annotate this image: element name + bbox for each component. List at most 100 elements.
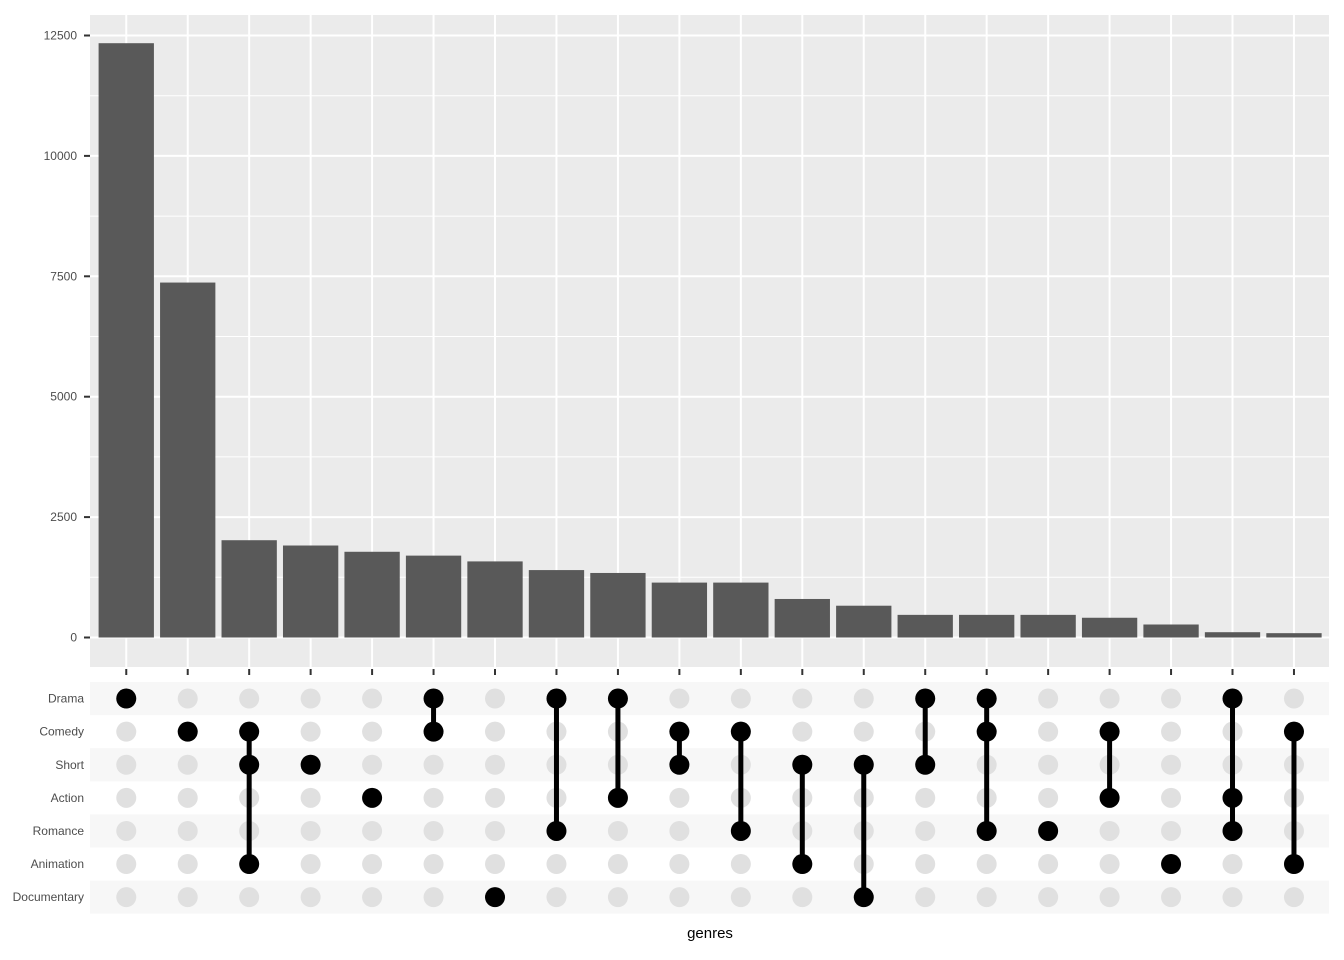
- matrix-dot-inactive: [607, 820, 628, 841]
- intersection-bar: [1266, 633, 1322, 638]
- matrix-dot-inactive: [1161, 754, 1182, 775]
- matrix-dot-inactive: [1099, 688, 1120, 709]
- matrix-dot-active: [1099, 721, 1120, 742]
- matrix-dot-inactive: [546, 854, 567, 875]
- matrix-row-stripe: [90, 682, 1329, 716]
- matrix-dot-active: [1099, 787, 1120, 808]
- x-axis-title: genres: [687, 925, 733, 942]
- matrix-dot-inactive: [362, 820, 383, 841]
- matrix-dot-inactive: [177, 820, 198, 841]
- set-label: Documentary: [13, 890, 84, 904]
- y-tick-label: 0: [70, 631, 77, 645]
- matrix-dot-inactive: [362, 854, 383, 875]
- matrix-dot-inactive: [116, 787, 137, 808]
- matrix-dot-active: [362, 787, 383, 808]
- intersection-bar: [774, 598, 830, 638]
- matrix-dot-active: [239, 721, 260, 742]
- intersection-bar: [405, 555, 462, 638]
- matrix-dot-inactive: [362, 754, 383, 775]
- matrix-dot-inactive: [1038, 854, 1059, 875]
- matrix-dot-inactive: [423, 854, 444, 875]
- intersection-bar: [467, 561, 523, 638]
- matrix-dot-active: [1222, 820, 1243, 841]
- matrix-dot-inactive: [1161, 688, 1182, 709]
- matrix-dot-inactive: [792, 688, 813, 709]
- set-label: Romance: [33, 824, 85, 838]
- matrix-dot-active: [730, 820, 751, 841]
- intersection-bar: [1143, 624, 1199, 638]
- intersection-bar: [1081, 617, 1138, 638]
- matrix-dot-inactive: [1222, 854, 1243, 875]
- matrix-dot-inactive: [1099, 820, 1120, 841]
- matrix-dot-active: [1038, 820, 1059, 841]
- y-tick-label: 10000: [44, 149, 78, 163]
- matrix-dot-inactive: [177, 854, 198, 875]
- matrix-dot-inactive: [423, 754, 444, 775]
- matrix-dot-active: [915, 754, 936, 775]
- intersection-bar: [897, 614, 953, 638]
- matrix-dot-inactive: [853, 721, 874, 742]
- intersection-bar: [590, 572, 646, 638]
- matrix-dot-inactive: [362, 721, 383, 742]
- matrix-dot-active: [300, 754, 321, 775]
- intersection-bar: [836, 605, 892, 638]
- matrix-dot-inactive: [362, 688, 383, 709]
- matrix-dot-inactive: [976, 854, 997, 875]
- matrix-dot-active: [853, 887, 874, 908]
- matrix-dot-inactive: [730, 854, 751, 875]
- matrix-dot-inactive: [607, 854, 628, 875]
- y-tick-label: 5000: [50, 390, 77, 404]
- matrix-dot-inactive: [1038, 787, 1059, 808]
- intersection-bar: [160, 282, 216, 638]
- matrix-dot-active: [976, 721, 997, 742]
- matrix-dot-inactive: [1283, 688, 1304, 709]
- matrix-dot-inactive: [1161, 887, 1182, 908]
- matrix-dot-active: [792, 854, 813, 875]
- matrix-dot-inactive: [485, 688, 506, 709]
- intersection-bar: [713, 582, 769, 638]
- matrix-dot-inactive: [1099, 887, 1120, 908]
- matrix-dot-inactive: [1099, 854, 1120, 875]
- matrix-dot-inactive: [1161, 721, 1182, 742]
- matrix-dot-active: [1222, 688, 1243, 709]
- matrix-dot-inactive: [730, 688, 751, 709]
- matrix-dot-active: [546, 820, 567, 841]
- matrix-dot-active: [792, 754, 813, 775]
- matrix-dot-inactive: [669, 887, 690, 908]
- matrix-dot-active: [423, 688, 444, 709]
- matrix-dot-active: [177, 721, 198, 742]
- matrix-dot-active: [853, 754, 874, 775]
- matrix-dot-inactive: [423, 887, 444, 908]
- matrix-dot-inactive: [300, 787, 321, 808]
- intersection-bar: [1204, 632, 1261, 638]
- matrix-dot-inactive: [669, 787, 690, 808]
- matrix-dot-active: [1161, 854, 1182, 875]
- set-label: Drama: [48, 692, 84, 706]
- matrix-dot-inactive: [853, 688, 874, 709]
- matrix-dot-inactive: [1038, 887, 1059, 908]
- matrix-dot-inactive: [485, 721, 506, 742]
- matrix-dot-inactive: [1283, 887, 1304, 908]
- matrix-dot-inactive: [669, 688, 690, 709]
- matrix-dot-active: [915, 688, 936, 709]
- x-axis-ticks: [125, 669, 1295, 675]
- matrix-dot-inactive: [300, 721, 321, 742]
- y-tick-label: 7500: [50, 269, 77, 283]
- set-label: Action: [51, 791, 84, 805]
- matrix-dot-inactive: [1038, 688, 1059, 709]
- set-label: Short: [55, 758, 84, 772]
- matrix-dot-inactive: [177, 787, 198, 808]
- matrix-dot-active: [607, 787, 628, 808]
- matrix-dot-active: [976, 820, 997, 841]
- set-label: Comedy: [39, 725, 84, 739]
- matrix-dot-inactive: [239, 887, 260, 908]
- matrix-dot-inactive: [300, 820, 321, 841]
- intersection-bar: [959, 614, 1015, 638]
- set-label: Animation: [31, 857, 84, 871]
- matrix-dot-inactive: [607, 887, 628, 908]
- matrix-dot-active: [239, 854, 260, 875]
- matrix-dot-active: [1283, 854, 1304, 875]
- matrix-dot-inactive: [362, 887, 383, 908]
- intersection-bars: [98, 43, 1322, 638]
